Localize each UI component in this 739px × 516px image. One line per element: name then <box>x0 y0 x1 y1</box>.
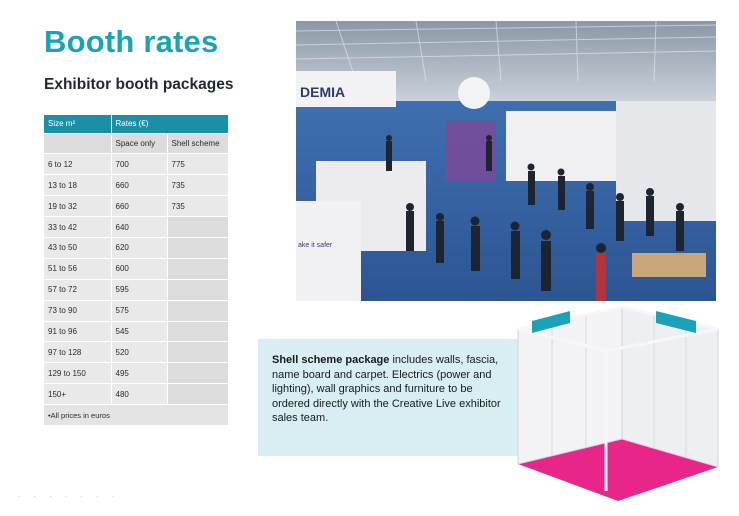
row-shell-scheme <box>167 383 229 406</box>
row-shell-scheme <box>167 237 229 259</box>
row-size: 73 to 90 <box>44 300 112 322</box>
info-bold-lead: Shell scheme package <box>272 354 390 366</box>
row-space-only: 600 <box>111 258 168 280</box>
row-space-only: 660 <box>111 174 168 197</box>
row-space-only: 595 <box>111 279 168 301</box>
table-row: 43 to 50 620 <box>44 237 229 259</box>
exhibition-photo-illustration: DEMIA ake it safer <box>296 21 716 301</box>
table-row: 97 to 128 520 <box>44 341 229 364</box>
row-shell-scheme <box>167 216 229 238</box>
row-size: 43 to 50 <box>44 237 112 259</box>
row-space-only: 575 <box>111 300 168 322</box>
table-note-row: •All prices in euros <box>44 404 229 427</box>
price-note: •All prices in euros <box>44 404 229 427</box>
page-title: Booth rates <box>44 24 219 59</box>
table-row: 73 to 90 575 <box>44 300 229 322</box>
shell-scheme-info-box: Shell scheme package includes walls, fas… <box>258 339 526 456</box>
subheader-empty <box>44 133 112 155</box>
row-size: 13 to 18 <box>44 174 112 197</box>
table-header-row: Size m² Rates (€) <box>44 115 229 134</box>
row-shell-scheme <box>167 362 229 385</box>
row-shell-scheme <box>167 258 229 280</box>
row-size: 51 to 56 <box>44 258 112 280</box>
subheader-shell-scheme: Shell scheme <box>167 133 229 155</box>
row-shell-scheme: 775 <box>167 153 229 176</box>
row-space-only: 640 <box>111 216 168 238</box>
row-space-only: 700 <box>111 153 168 176</box>
row-shell-scheme <box>167 321 229 343</box>
booth-carpet <box>518 439 718 501</box>
row-space-only: 495 <box>111 362 168 385</box>
row-space-only: 660 <box>111 195 168 218</box>
row-shell-scheme <box>167 300 229 322</box>
hall-sign-text: DEMIA <box>300 84 345 100</box>
banner-text: ake it safer <box>298 242 333 249</box>
row-size: 150+ <box>44 383 112 406</box>
row-size: 33 to 42 <box>44 216 112 238</box>
row-space-only: 545 <box>111 321 168 343</box>
table-row: 129 to 150 495 <box>44 362 229 385</box>
row-shell-scheme: 735 <box>167 174 229 197</box>
header-rates: Rates (€) <box>111 115 229 134</box>
row-size: 19 to 32 <box>44 195 112 218</box>
row-space-only: 520 <box>111 341 168 364</box>
page-footer-marks: · · · · · · · <box>18 494 120 500</box>
row-size: 6 to 12 <box>44 153 112 176</box>
booth-fascia-right <box>656 311 696 333</box>
row-size: 97 to 128 <box>44 341 112 364</box>
row-shell-scheme <box>167 341 229 364</box>
page-subtitle: Exhibitor booth packages <box>44 76 234 93</box>
table-subheader-row: Space only Shell scheme <box>44 133 229 155</box>
row-shell-scheme <box>167 279 229 301</box>
row-shell-scheme: 735 <box>167 195 229 218</box>
booth-rates-table: Size m² Rates (€) Space only Shell schem… <box>44 115 229 427</box>
row-size: 57 to 72 <box>44 279 112 301</box>
booth-fascia-left <box>532 311 570 333</box>
table-row: 33 to 42 640 <box>44 216 229 238</box>
table-row: 91 to 96 545 <box>44 321 229 343</box>
exhibition-hall-photo: DEMIA ake it safer <box>296 21 716 301</box>
header-size: Size m² <box>44 115 112 134</box>
row-space-only: 480 <box>111 383 168 406</box>
table-row: 150+ 480 <box>44 383 229 406</box>
row-space-only: 620 <box>111 237 168 259</box>
table-row: 13 to 18 660 735 <box>44 174 229 197</box>
subheader-space-only: Space only <box>111 133 168 155</box>
table-row: 19 to 32 660 735 <box>44 195 229 218</box>
table-row: 57 to 72 595 <box>44 279 229 301</box>
row-size: 91 to 96 <box>44 321 112 343</box>
row-size: 129 to 150 <box>44 362 112 385</box>
table-row: 51 to 56 600 <box>44 258 229 280</box>
table-row: 6 to 12 700 775 <box>44 153 229 176</box>
info-description: includes walls, fascia, name board and c… <box>272 354 501 425</box>
shell-booth-illustration <box>517 305 719 501</box>
